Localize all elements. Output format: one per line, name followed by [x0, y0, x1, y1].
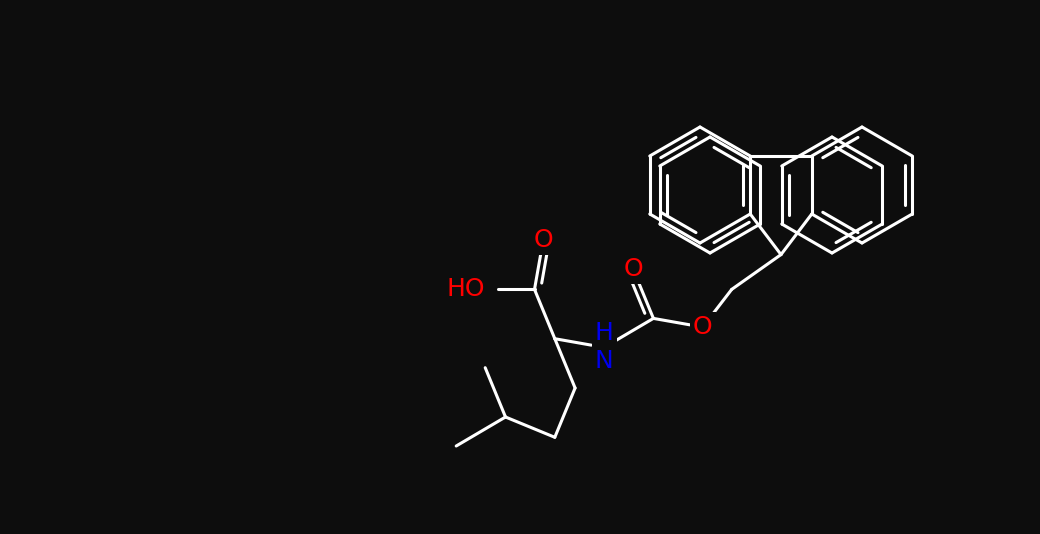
Text: O: O	[693, 315, 712, 339]
Text: O: O	[623, 257, 643, 281]
Text: H
N: H N	[595, 321, 614, 373]
Text: O: O	[534, 228, 553, 252]
Text: HO: HO	[447, 277, 486, 301]
